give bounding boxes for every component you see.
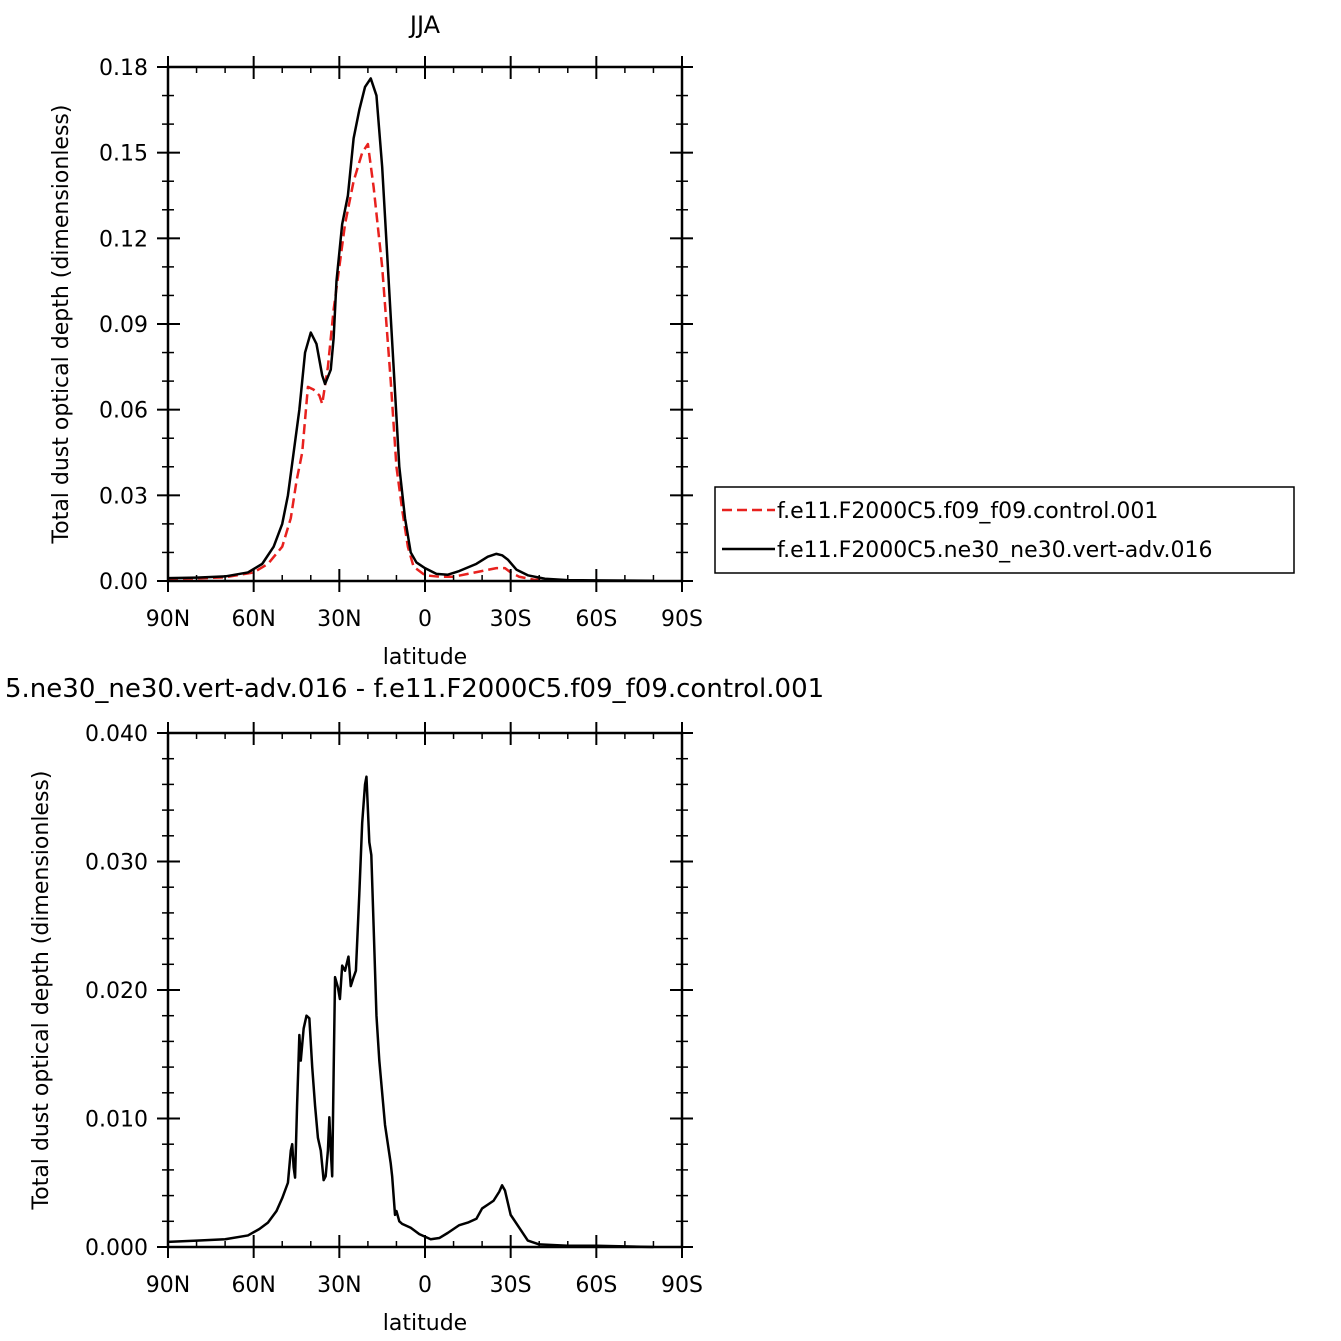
x-tick-label: 90N: [146, 607, 190, 632]
y-tick-label: 0.020: [85, 979, 148, 1004]
y-tick-label: 0.040: [85, 722, 148, 747]
y-tick-label: 0.00: [99, 570, 148, 595]
series-line-difference: [167, 775, 654, 1249]
top-plot: JJA 90N 60N 30N 0 30S 60S 90S 0.00 0.03 0.06 0.09 0…: [49, 11, 703, 670]
top-plot-title: JJA: [408, 11, 441, 39]
x-tick-label: 0: [418, 1273, 432, 1298]
x-tick-label: 90N: [146, 1273, 190, 1298]
bottom-plot-xlabel: latitude: [383, 1311, 467, 1336]
x-tick-label: 30S: [490, 1273, 532, 1298]
top-plot-frame: [166, 65, 684, 583]
y-tick-label: 0.030: [85, 851, 148, 876]
y-tick-label: 0.12: [99, 227, 148, 252]
y-tick-label: 0.09: [99, 313, 148, 338]
top-plot-series-group: [167, 77, 654, 582]
top-plot-ylabel: Total dust optical depth (dimensionless): [49, 105, 74, 545]
series-line-vert-adv: [167, 77, 654, 582]
y-tick-label: 0.000: [85, 1236, 148, 1261]
x-tick-label: 0: [418, 607, 432, 632]
top-plot-ticks: 90N 60N 30N 0 30S 60S 90S 0.00 0.03 0.06 0.09 0.12 0…: [99, 56, 703, 632]
series-line-control: [167, 142, 654, 582]
x-tick-label: 60N: [231, 1273, 275, 1298]
bottom-plot-series-group: [167, 775, 654, 1249]
x-tick-label: 90S: [661, 607, 703, 632]
y-tick-label: 0.15: [99, 142, 148, 167]
x-tick-label: 30S: [490, 607, 532, 632]
y-tick-label: 0.03: [99, 484, 148, 509]
bottom-plot-ylabel: Total dust optical depth (dimensionless): [29, 771, 54, 1211]
top-plot-xlabel: latitude: [383, 645, 467, 670]
bottom-plot-title: 5.ne30_ne30.vert-adv.016 - f.e11.F2000C5…: [5, 674, 824, 704]
x-tick-label: 30N: [317, 607, 361, 632]
x-tick-label: 60S: [575, 1273, 617, 1298]
bottom-plot-ticks: 90N 60N 30N 0 30S 60S 90S 0.000 0.010 0.020 0.030 0…: [85, 722, 703, 1298]
x-tick-label: 60S: [575, 607, 617, 632]
y-tick-label: 0.010: [85, 1108, 148, 1133]
legend-box: [714, 486, 1295, 574]
bottom-plot: 5.ne30_ne30.vert-adv.016 - f.e11.F2000C5…: [5, 674, 824, 1336]
x-tick-label: 90S: [661, 1273, 703, 1298]
y-tick-label: 0.06: [99, 399, 148, 424]
legend-label-control: f.e11.F2000C5.f09_f09.control.001: [777, 499, 1158, 524]
bottom-plot-frame: [166, 731, 684, 1249]
legend: f.e11.F2000C5.f09_f09.control.001 f.e11.…: [714, 486, 1295, 574]
x-tick-label: 30N: [317, 1273, 361, 1298]
x-tick-label: 60N: [231, 607, 275, 632]
legend-label-vert-adv: f.e11.F2000C5.ne30_ne30.vert-adv.016: [777, 538, 1213, 563]
y-tick-label: 0.18: [99, 56, 148, 81]
